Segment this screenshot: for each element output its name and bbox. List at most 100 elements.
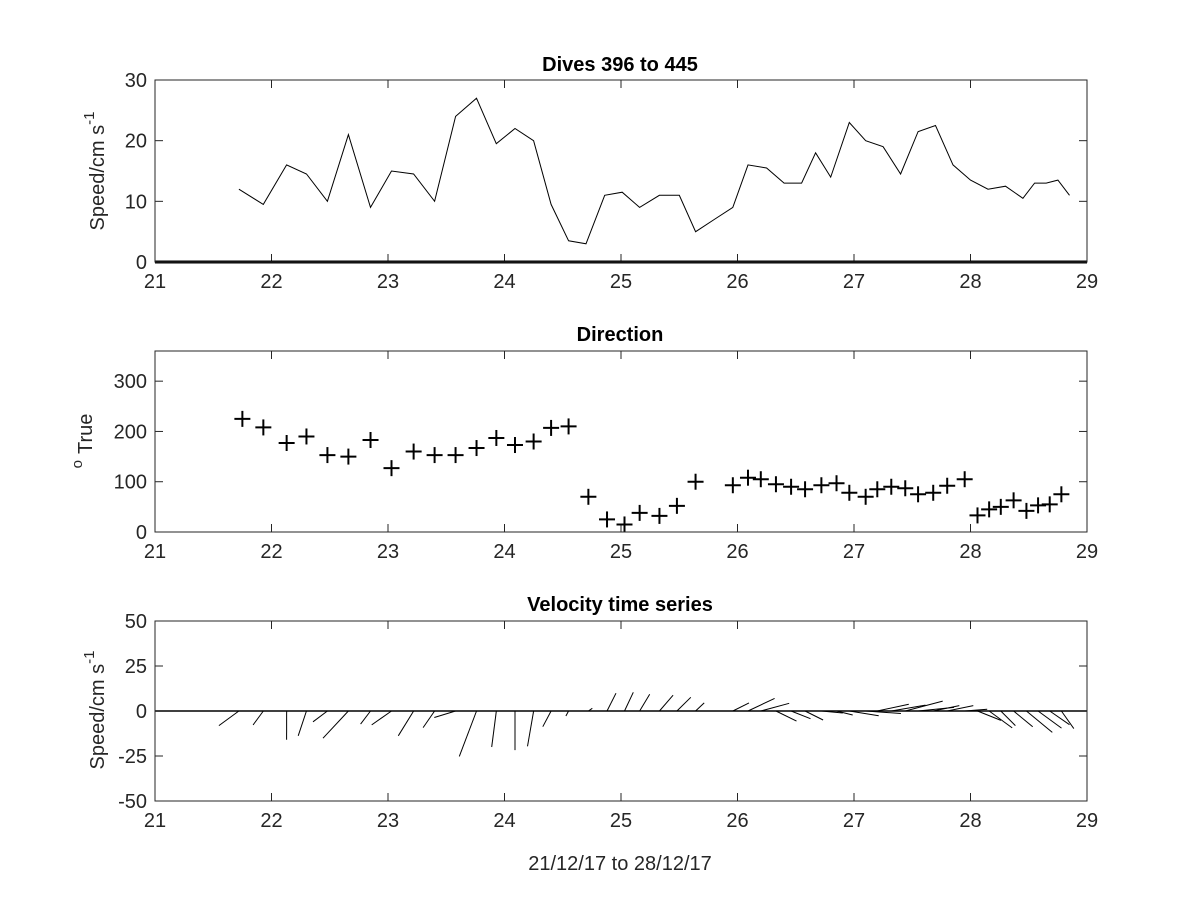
xtick-label: 28 — [959, 810, 981, 832]
xtick-label: 24 — [493, 810, 515, 832]
direction-point — [599, 511, 616, 528]
panel-velocity: Velocity time series 21 22 23 24 25 26 27 28 29 -… — [81, 594, 1098, 832]
velocity-stick — [849, 710, 879, 717]
direction-point — [255, 419, 272, 436]
velocity-stick — [905, 700, 943, 712]
direction-point — [897, 480, 914, 497]
direction-point — [1041, 496, 1058, 513]
xtick-label: 21 — [144, 541, 166, 563]
direction-point — [426, 447, 443, 464]
panel-speed-ylabel-text: Speed/cm s — [87, 125, 109, 231]
velocity-stick — [659, 694, 674, 712]
velocity-stick — [624, 692, 634, 712]
xtick-label: 23 — [377, 810, 399, 832]
direction-point — [616, 516, 633, 533]
svg-text:oTrue: o True — [69, 414, 97, 469]
velocity-stick — [491, 710, 497, 748]
direction-point — [668, 497, 685, 514]
direction-point — [925, 484, 942, 501]
velocity-stick — [371, 710, 392, 726]
velocity-stick — [865, 710, 901, 714]
velocity-stick — [527, 710, 535, 747]
panel-direction-title: Direction — [577, 324, 664, 346]
ytick-label: 0 — [136, 252, 147, 274]
direction-point — [841, 484, 858, 501]
velocity-stick — [542, 710, 552, 727]
ytick-label: 200 — [114, 421, 147, 443]
velocity-stick — [1026, 710, 1053, 733]
direction-point — [1030, 497, 1047, 514]
panel-speed-ylabel: Speed/cm s-1 — [81, 112, 109, 231]
panel-speed-ticks: 21 22 23 24 25 26 27 28 29 0 10 20 30 — [125, 70, 1098, 293]
direction-point — [739, 469, 756, 486]
velocity-stick — [397, 710, 415, 737]
velocity-stick — [360, 710, 371, 725]
xtick-label: 28 — [959, 541, 981, 563]
xtick-label: 24 — [493, 541, 515, 563]
direction-point — [992, 498, 1009, 515]
xtick-label: 21 — [144, 271, 166, 293]
xtick-label: 29 — [1076, 810, 1098, 832]
xtick-label: 29 — [1076, 271, 1098, 293]
xtick-label: 26 — [726, 810, 748, 832]
panel-velocity-ylabel: Speed/cm s-1 — [81, 651, 109, 770]
xtick-label: 23 — [377, 541, 399, 563]
direction-point — [956, 471, 973, 488]
direction-point — [405, 443, 422, 460]
velocity-stick — [933, 705, 960, 712]
direction-point — [340, 448, 357, 465]
velocity-stick — [891, 704, 926, 712]
panel-direction-ylabel: o True — [69, 414, 97, 469]
xtick-label: 23 — [377, 271, 399, 293]
direction-point — [278, 435, 295, 452]
velocity-stick — [695, 702, 705, 712]
velocity-stick — [434, 710, 456, 718]
xtick-label: 24 — [493, 271, 515, 293]
ytick-label: -50 — [118, 791, 147, 813]
xtick-label: 26 — [726, 541, 748, 563]
direction-point — [1005, 492, 1022, 509]
direction-point — [631, 504, 648, 521]
velocity-stick — [988, 710, 1013, 729]
ytick-label: 10 — [125, 191, 147, 213]
panel-velocity-frame — [154, 620, 1088, 802]
xtick-label: 27 — [843, 541, 865, 563]
ytick-label: 0 — [136, 522, 147, 544]
velocity-stick — [422, 710, 436, 728]
direction-point — [869, 481, 886, 498]
panel-speed-ylabel-sup: -1 — [81, 112, 98, 125]
xtick-label: 22 — [260, 541, 282, 563]
direction-point — [362, 431, 379, 448]
ytick-label: 50 — [125, 611, 147, 633]
direction-point — [234, 410, 251, 427]
velocity-stick — [964, 708, 988, 712]
velocity-stick — [297, 710, 307, 736]
velocity-stick — [312, 710, 328, 723]
velocity-stick — [639, 694, 651, 712]
panel-direction-ylabel-text: True — [75, 414, 97, 454]
direction-point — [783, 478, 800, 495]
panel-direction: Direction 21 22 23 24 25 26 27 28 29 0 100 200 300 o… — [69, 324, 1098, 563]
xtick-label: 22 — [260, 271, 282, 293]
velocity-stick — [458, 710, 478, 757]
speed-line — [238, 97, 1070, 245]
velocity-stick — [676, 696, 692, 712]
direction-point — [857, 488, 874, 505]
direction-point — [910, 486, 927, 503]
direction-point — [506, 437, 523, 454]
velocity-stick — [732, 702, 750, 712]
direction-point — [813, 477, 830, 494]
ytick-label: 20 — [125, 131, 147, 153]
panel-direction-frame — [154, 350, 1088, 533]
direction-point — [560, 418, 577, 435]
panel-velocity-series — [155, 692, 1087, 757]
direction-point — [828, 475, 845, 492]
panel-speed-title: Dives 396 to 445 — [542, 54, 698, 76]
xtick-label: 28 — [959, 271, 981, 293]
direction-point — [1053, 486, 1070, 503]
xtick-label: 27 — [843, 810, 865, 832]
velocity-stick — [821, 710, 843, 714]
velocity-stick — [877, 703, 909, 712]
velocity-stick — [836, 710, 853, 716]
